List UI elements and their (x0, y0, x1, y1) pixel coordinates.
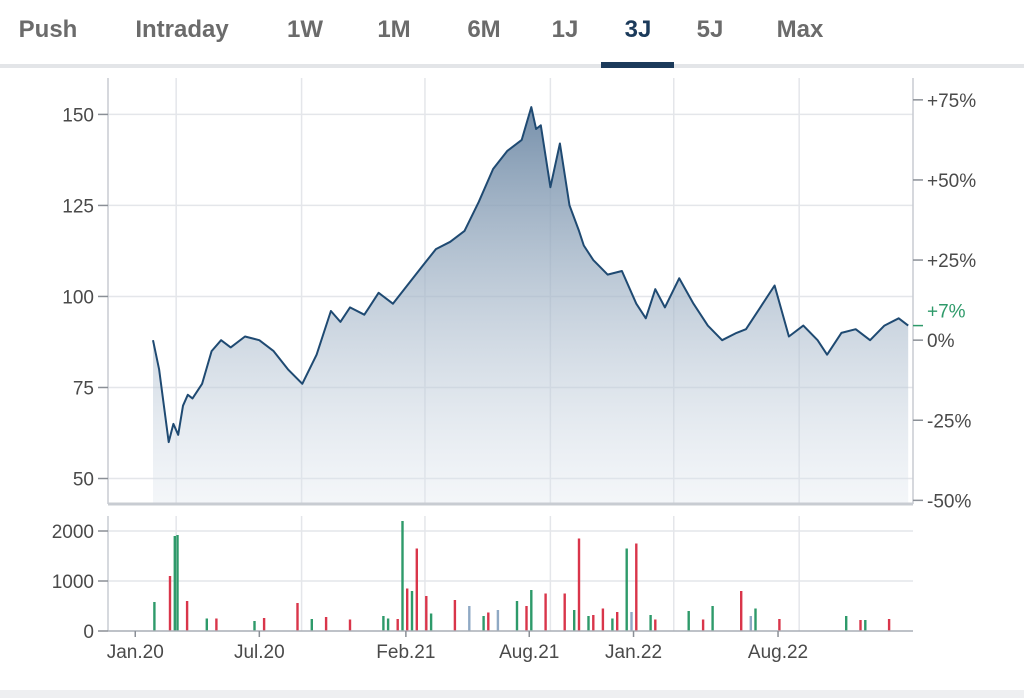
x-tick-label: Jan.22 (605, 642, 662, 663)
tab-intraday[interactable]: Intraday (135, 16, 229, 43)
active-tab-indicator (601, 62, 674, 68)
volume-bar (205, 618, 208, 631)
chart-area: 150 125 100 75 50 2000 1000 0 +75% +50% +25% 0% -25%… (0, 68, 1024, 688)
volume-bar (563, 593, 566, 631)
volume-tick-label: 1000 (52, 572, 94, 593)
volume-tick-label: 2000 (52, 522, 94, 543)
tab-push[interactable]: Push (18, 16, 78, 43)
volume-bar (324, 617, 328, 631)
tab-1m[interactable]: 1M (377, 16, 411, 43)
x-tick-label: Jan.20 (107, 642, 164, 663)
price-volume-chart: 150 125 100 75 50 2000 1000 0 +75% +50% +25% 0% -25%… (52, 78, 976, 663)
volume-bar (406, 588, 409, 631)
volume-bar (296, 603, 299, 631)
volume-bar (587, 616, 590, 631)
volume-bar (468, 606, 471, 631)
volume-bar (887, 619, 891, 631)
tab-5j[interactable]: 5J (696, 16, 724, 43)
volume-bar (382, 616, 385, 631)
chart-axes: 150 125 100 75 50 2000 1000 0 +75% +50% +25% 0% -25%… (52, 78, 976, 663)
x-tick-label: Feb.21 (376, 642, 435, 663)
volume-bar (262, 618, 266, 631)
volume-bar (740, 591, 743, 631)
right-tick-label: -25% (927, 411, 971, 432)
volume-bar (577, 538, 581, 631)
volume-bar (544, 593, 547, 631)
volume-bar (778, 619, 781, 631)
volume-bar (754, 608, 757, 631)
volume-bar (654, 619, 657, 631)
volume-bar (310, 619, 313, 631)
volume-bar (515, 601, 519, 631)
volume-bar (410, 591, 414, 631)
timeframe-tabs: Push Intraday 1W 1M 6M 1J 3J 5J Max (0, 0, 1024, 68)
tab-1w[interactable]: 1W (287, 16, 323, 43)
x-tick-label: Aug.21 (499, 642, 559, 663)
volume-bar (859, 620, 862, 631)
volume-bar (701, 619, 705, 631)
volume-bar (401, 521, 404, 631)
volume-bar (487, 612, 490, 631)
x-tick-label: Aug.22 (748, 642, 808, 663)
footer-divider (0, 690, 1024, 698)
right-tick-label: +75% (927, 91, 976, 112)
volume-bar (415, 548, 418, 631)
x-tick-label: Jul.20 (234, 642, 285, 663)
volume-bar (253, 621, 256, 631)
volume-bar (386, 618, 390, 631)
current-change-label: +7% (927, 302, 966, 323)
volume-bar (711, 606, 714, 631)
price-area-fill (153, 107, 909, 504)
volume-bar (592, 615, 595, 631)
volume-bar (530, 590, 533, 631)
volume-bar (185, 601, 189, 631)
volume-bar (687, 611, 690, 631)
volume-bar (630, 612, 633, 631)
volume-bar (168, 576, 172, 631)
volume-panel (153, 521, 891, 631)
volume-bar (616, 612, 619, 631)
price-line (152, 106, 909, 444)
y-tick-label: 150 (62, 105, 94, 126)
volume-bar (864, 620, 867, 631)
volume-bar (482, 616, 485, 631)
y-tick-label: 50 (73, 470, 94, 491)
volume-bar (496, 610, 500, 631)
y-tick-label: 75 (73, 378, 94, 399)
volume-bar (525, 606, 528, 631)
volume-bar (649, 615, 652, 631)
volume-bar (453, 600, 457, 631)
right-tick-label: +25% (927, 251, 976, 272)
price-panel (152, 106, 909, 504)
volume-bar (348, 619, 352, 631)
volume-bar (573, 610, 576, 631)
volume-bar (635, 543, 638, 631)
volume-bar (396, 619, 399, 631)
volume-tick-label: 0 (83, 622, 94, 643)
volume-bar (845, 616, 848, 631)
right-tick-label: -50% (927, 491, 971, 512)
volume-bar (625, 548, 628, 631)
right-tick-label: 0% (927, 331, 955, 352)
y-tick-label: 100 (62, 287, 94, 308)
volume-bar (425, 596, 428, 631)
y-tick-label: 125 (62, 196, 94, 217)
volume-bar (749, 616, 752, 631)
tab-1j[interactable]: 1J (551, 16, 579, 43)
right-tick-label: +50% (927, 171, 976, 192)
volume-bar (601, 608, 605, 631)
volume-bar (429, 613, 433, 631)
volume-bar (153, 602, 156, 631)
volume-bar (611, 618, 614, 631)
volume-bar (215, 618, 218, 631)
volume-bar (173, 536, 176, 631)
tab-max[interactable]: Max (776, 16, 824, 43)
tab-6m[interactable]: 6M (467, 16, 501, 43)
tab-3j[interactable]: 3J (624, 16, 652, 43)
volume-bar (176, 535, 179, 631)
